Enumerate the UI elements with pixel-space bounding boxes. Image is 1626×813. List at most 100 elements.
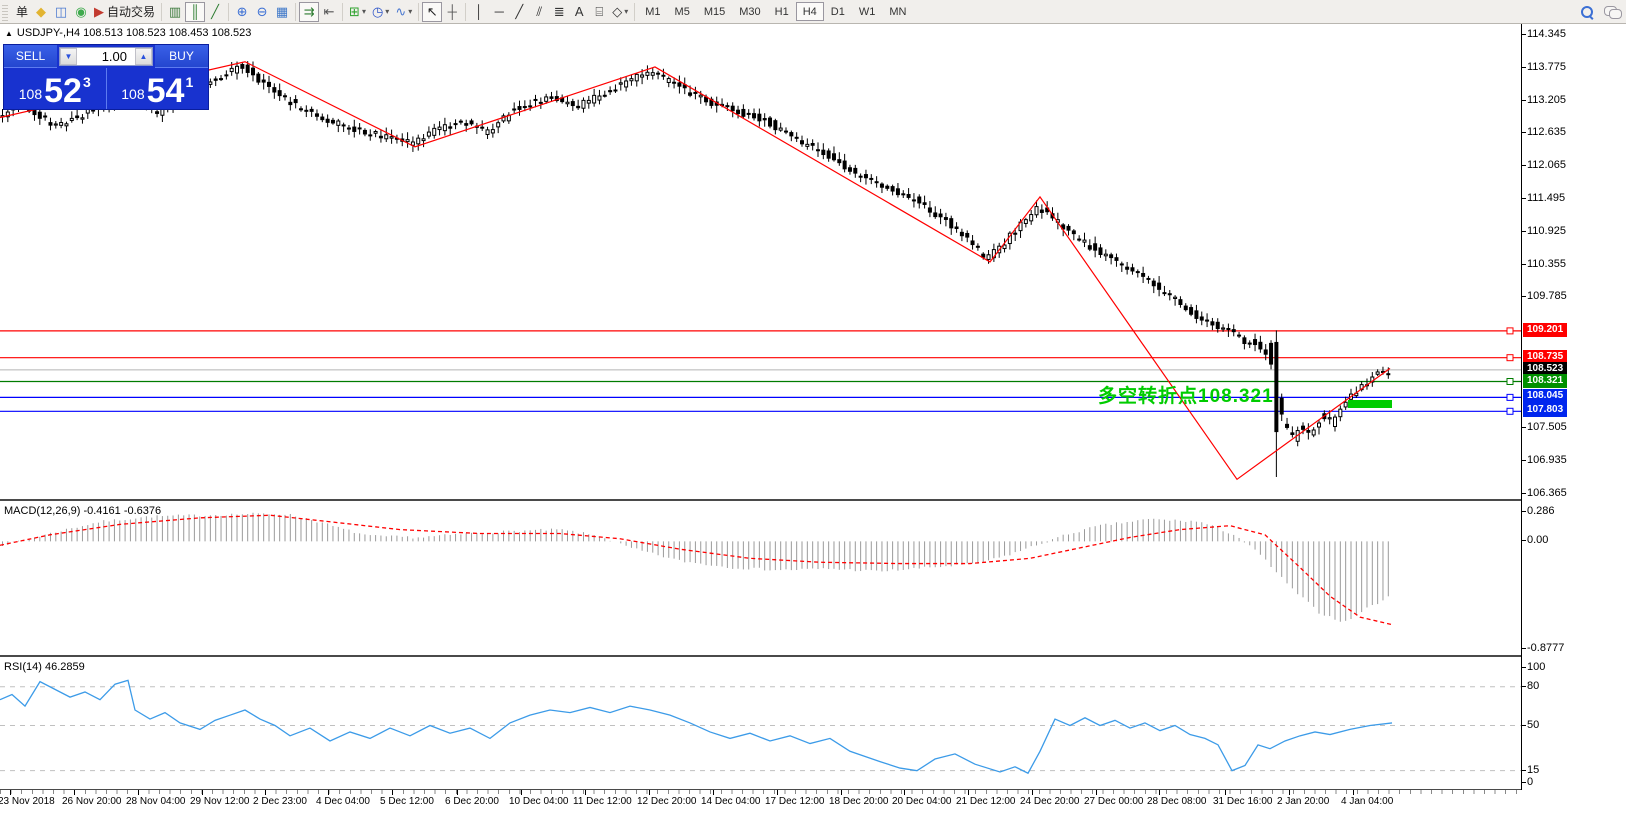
line-chart-icon: ╱ bbox=[211, 3, 219, 19]
tile-windows-button[interactable]: ▦ bbox=[272, 2, 292, 22]
buy-price-prefix: 108 bbox=[121, 86, 145, 102]
vertical-line-icon: │ bbox=[475, 4, 484, 19]
community-icon[interactable]: ◉ bbox=[71, 2, 91, 22]
cursor-button[interactable]: ↖ bbox=[422, 1, 443, 22]
collapse-arrow-icon[interactable]: ▲ bbox=[5, 29, 13, 38]
autotrading-button[interactable]: ▶ 自动交易 bbox=[91, 2, 158, 22]
pivot-highlight-bar[interactable] bbox=[1348, 400, 1392, 408]
templates-button[interactable]: ∿ ▾ bbox=[392, 2, 415, 22]
rsi-chart[interactable] bbox=[0, 659, 1521, 790]
timeframe-m5-button[interactable]: M5 bbox=[674, 5, 690, 18]
volume-stepper: ▼ 1.00 ▲ bbox=[59, 47, 153, 66]
macd-chart[interactable] bbox=[0, 503, 1521, 657]
price-level-badge: 109.201 bbox=[1523, 322, 1568, 337]
trendline-button[interactable]: ╱ bbox=[509, 2, 529, 22]
tile-windows-icon: ▦ bbox=[275, 3, 289, 19]
periods-button[interactable]: ◷ ▾ bbox=[369, 2, 392, 22]
chevron-down-icon[interactable]: ▾ bbox=[624, 7, 629, 16]
price-tick-label: 111.495 bbox=[1521, 191, 1566, 204]
time-tick-label: 28 Dec 08:00 bbox=[1147, 790, 1207, 807]
crosshair-button[interactable]: ┼ bbox=[442, 2, 462, 22]
sell-price[interactable]: 108 52 3 bbox=[4, 68, 107, 109]
crosshair-icon: ┼ bbox=[447, 4, 457, 19]
search-icon[interactable] bbox=[1580, 5, 1594, 19]
price-axis[interactable]: 114.345 113.775 113.205 112.635 112.065 111.4… bbox=[1521, 24, 1626, 790]
sell-price-sup: 3 bbox=[82, 74, 91, 90]
candlestick-chart-button[interactable]: ║ bbox=[185, 1, 206, 22]
macd-tick-label: 0.00 bbox=[1521, 534, 1549, 547]
buy-button[interactable]: BUY bbox=[155, 45, 208, 68]
line-chart-button[interactable]: ╱ bbox=[205, 2, 225, 22]
volume-input[interactable]: 1.00 bbox=[77, 48, 135, 65]
time-tick-label: 12 Dec 20:00 bbox=[637, 790, 697, 807]
zoom-in-button[interactable]: ⊕ bbox=[232, 2, 252, 22]
timeframe-h1-button[interactable]: H1 bbox=[774, 5, 789, 18]
label-button[interactable]: ⌸ bbox=[589, 2, 609, 22]
chevron-down-icon[interactable]: ▾ bbox=[385, 7, 390, 16]
pivot-annotation-text[interactable]: 多空转折点108.321 bbox=[1098, 386, 1274, 407]
new-order-button[interactable]: 单 bbox=[10, 2, 31, 22]
channel-icon: ⫽ bbox=[536, 3, 543, 19]
cursor-icon: ↖ bbox=[426, 3, 438, 19]
rsi-tick-label: 50 bbox=[1521, 718, 1540, 731]
time-tick-label: 26 Nov 20:00 bbox=[62, 790, 122, 807]
time-tick-label: 27 Dec 00:00 bbox=[1084, 790, 1144, 807]
fibonacci-button[interactable]: ≣ bbox=[549, 2, 569, 22]
price-level-badge: 108.045 bbox=[1523, 389, 1568, 404]
new-order-icon[interactable]: ◆ bbox=[31, 2, 51, 22]
shapes-button[interactable]: ◇ ▾ bbox=[609, 2, 631, 22]
buy-price-big: 54 bbox=[146, 72, 185, 110]
channel-button[interactable]: ⫽ bbox=[529, 2, 549, 22]
rsi-tick-label: 80 bbox=[1521, 679, 1540, 692]
time-tick-label: 28 Nov 04:00 bbox=[126, 790, 186, 807]
timeframe-h4-button[interactable]: H4 bbox=[795, 2, 824, 21]
price-level-badge: 108.735 bbox=[1523, 349, 1568, 364]
timeframe-mn-button[interactable]: MN bbox=[889, 5, 907, 18]
chart-shift-button[interactable]: ⇤ bbox=[319, 2, 339, 22]
timeframe-w1-button[interactable]: W1 bbox=[858, 5, 876, 18]
rsi-label: RSI(14) 46.2859 bbox=[4, 661, 85, 673]
chevron-down-icon[interactable]: ▾ bbox=[361, 7, 366, 16]
time-tick-label: 5 Dec 12:00 bbox=[380, 790, 434, 807]
terminal-window-icon[interactable]: ◫ bbox=[51, 2, 71, 22]
time-axis-ticks bbox=[0, 790, 1521, 794]
timeframe-m1-button[interactable]: M1 bbox=[645, 5, 661, 18]
horizontal-line-button[interactable]: ─ bbox=[489, 2, 509, 22]
community-icon-icon: ◉ bbox=[75, 3, 87, 19]
macd-tick-label: -0.8777 bbox=[1521, 642, 1565, 654]
templates-icon: ∿ bbox=[395, 3, 407, 19]
candlestick-chart-icon: ║ bbox=[190, 4, 200, 19]
price-tick-label: 113.775 bbox=[1522, 60, 1566, 73]
text-button[interactable]: A bbox=[569, 2, 589, 22]
timeframe-m15-button[interactable]: M15 bbox=[703, 5, 726, 18]
candlestick-chart[interactable] bbox=[0, 24, 1521, 501]
rsi-panel[interactable]: RSI(14) 46.2859 bbox=[0, 659, 1521, 790]
volume-increase-button[interactable]: ▲ bbox=[135, 48, 152, 65]
chat-icon[interactable] bbox=[1604, 5, 1622, 19]
price-level-badge: 107.803 bbox=[1523, 403, 1568, 418]
bar-chart-button[interactable]: ▥ bbox=[165, 2, 185, 22]
zoom-out-button[interactable]: ⊖ bbox=[252, 2, 272, 22]
chevron-down-icon[interactable]: ▾ bbox=[408, 7, 413, 16]
main-toolbar: 单 ◆ ◫ ◉ ▶ 自动交易 ▥ ║ ╱ ⊕ ⊖ ▦ ⇉ ⇤ ⊞ ▾ ◷ ▾ ∿ ▾ ↖ ┼ │ ─ ╱ ⫽ ≣ A ⌸ ◇ ▾ M1 M5 M1… bbox=[0, 0, 1626, 24]
time-tick-label: 20 Dec 04:00 bbox=[892, 790, 952, 807]
time-tick-label: 24 Dec 20:00 bbox=[1020, 790, 1080, 807]
rsi-tick-label: 0 bbox=[1521, 776, 1534, 788]
vertical-line-button[interactable]: │ bbox=[469, 2, 489, 22]
macd-label: MACD(12,26,9) -0.4161 -0.6376 bbox=[4, 505, 162, 517]
macd-panel[interactable]: MACD(12,26,9) -0.4161 -0.6376 bbox=[0, 503, 1521, 657]
sell-button[interactable]: SELL bbox=[4, 45, 57, 68]
buy-price-sup: 1 bbox=[185, 74, 194, 90]
timeframe-d1-button[interactable]: D1 bbox=[830, 5, 845, 18]
autoscroll-button[interactable]: ⇉ bbox=[299, 1, 320, 22]
new-chart-button[interactable]: ⊞ ▾ bbox=[346, 2, 369, 22]
buy-price[interactable]: 108 54 1 bbox=[107, 68, 209, 109]
time-axis[interactable]: 23 Nov 2018 26 Nov 20:00 28 Nov 04:00 29 No… bbox=[0, 790, 1626, 813]
price-level-badge: 108.523 bbox=[1523, 361, 1568, 376]
time-tick-label: 31 Dec 16:00 bbox=[1213, 790, 1273, 807]
horizontal-line-icon: ─ bbox=[494, 4, 504, 19]
volume-decrease-button[interactable]: ▼ bbox=[60, 48, 77, 65]
symbol-ohlc-text: USDJPY-,H4 108.513 108.523 108.453 108.5… bbox=[16, 27, 252, 39]
price-chart-panel[interactable]: ▲ USDJPY-,H4 108.513 108.523 108.453 108.… bbox=[0, 24, 1521, 501]
timeframe-m30-button[interactable]: M30 bbox=[739, 5, 761, 18]
